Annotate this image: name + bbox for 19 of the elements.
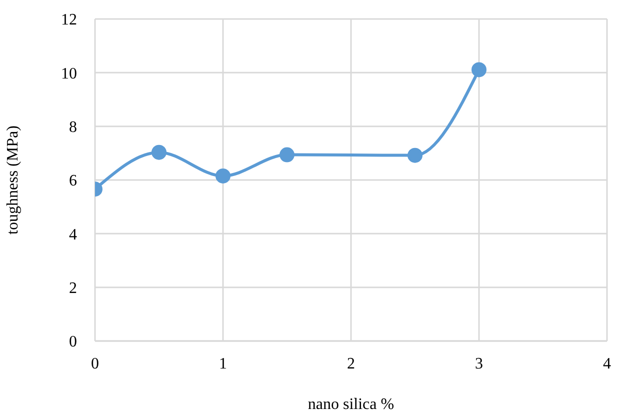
x-tick-label: 1: [219, 355, 227, 372]
x-axis-title: nano silica %: [308, 396, 394, 413]
point: [152, 144, 166, 160]
point: [408, 148, 422, 163]
y-tick-label: 10: [61, 65, 77, 82]
x-tick-label: 4: [603, 355, 611, 372]
x-tick-label: 2: [347, 355, 355, 372]
y-tick-label: 6: [69, 172, 77, 190]
point: [472, 62, 486, 78]
x-tick-label: 0: [91, 355, 99, 372]
y-tick-label: 4: [69, 226, 77, 244]
point: [216, 168, 230, 184]
y-tick-label: 8: [69, 119, 77, 136]
y-tick-label: 2: [69, 280, 77, 298]
x-tick-label: 3: [475, 355, 483, 372]
y-tick-label: 12: [61, 12, 77, 29]
y-tick-label: 0: [69, 334, 77, 351]
point: [280, 147, 294, 162]
y-axis-title: toughness (MPa): [4, 126, 22, 234]
